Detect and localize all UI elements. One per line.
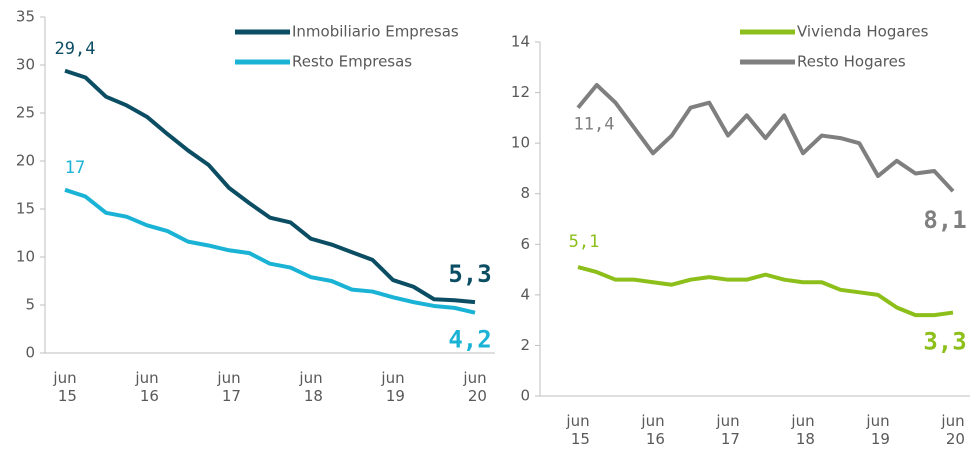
series-line xyxy=(64,68,476,305)
y-tick-label: 10 xyxy=(511,134,530,152)
legend-label: Resto Hogares xyxy=(797,53,906,71)
data-label: 5,1 xyxy=(569,232,600,252)
data-label: 5,3 xyxy=(448,260,491,288)
x-tick-label: jun 17 xyxy=(216,369,241,405)
y-tick-label: 2 xyxy=(520,336,530,354)
series-line xyxy=(577,265,954,318)
series-line xyxy=(576,82,955,193)
y-tick-label: 14 xyxy=(511,33,530,51)
y-tick-label: 0 xyxy=(520,387,530,405)
data-label: 29,4 xyxy=(55,39,96,59)
data-label: 3,3 xyxy=(923,328,966,356)
x-tick-label: jun 16 xyxy=(134,369,159,405)
y-tick-label: 0 xyxy=(25,344,35,362)
data-label: 17 xyxy=(65,158,85,178)
y-tick-label: 8 xyxy=(520,184,530,202)
x-tick-label: jun 20 xyxy=(462,369,487,405)
x-tick-label: jun 18 xyxy=(790,412,815,448)
y-tick-label: 12 xyxy=(511,83,530,101)
y-tick-label: 15 xyxy=(16,200,35,218)
legend-label: Inmobiliario Empresas xyxy=(292,23,459,41)
x-tick-label: jun 19 xyxy=(380,369,405,405)
data-label: 4,2 xyxy=(448,326,491,354)
x-tick-label: jun 18 xyxy=(298,369,323,405)
x-tick-label: jun 17 xyxy=(715,412,740,448)
legend-label: Resto Empresas xyxy=(292,53,412,71)
x-tick-label: jun 19 xyxy=(865,412,890,448)
legend-label: Vivienda Hogares xyxy=(797,23,929,41)
data-label: 8,1 xyxy=(923,206,966,234)
y-tick-label: 4 xyxy=(520,285,530,303)
y-tick-label: 25 xyxy=(16,104,35,122)
y-tick-label: 20 xyxy=(16,152,35,170)
y-tick-label: 6 xyxy=(520,235,530,253)
y-tick-label: 5 xyxy=(25,296,35,314)
x-tick-label: jun 15 xyxy=(52,369,77,405)
data-label: 11,4 xyxy=(574,115,615,135)
y-tick-label: 30 xyxy=(16,56,35,74)
x-tick-label: jun 16 xyxy=(640,412,665,448)
y-tick-label: 10 xyxy=(16,248,35,266)
y-tick-label: 35 xyxy=(16,8,35,26)
x-tick-label: jun 15 xyxy=(565,412,590,448)
x-tick-label: jun 20 xyxy=(940,412,965,448)
series-line xyxy=(64,187,476,315)
